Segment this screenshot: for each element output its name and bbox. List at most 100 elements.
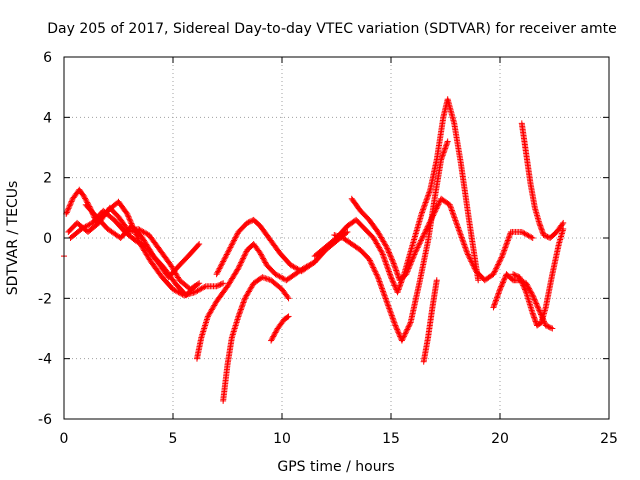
data-point [218, 280, 225, 287]
data-point [229, 240, 236, 247]
data-point [393, 325, 400, 332]
data-point [405, 265, 412, 272]
data-point [389, 278, 396, 285]
data-point [451, 214, 458, 221]
data-point [213, 283, 220, 290]
data-point [410, 254, 417, 261]
data-point [422, 229, 429, 236]
data-point [495, 290, 502, 297]
data-point [225, 248, 232, 255]
data-point [82, 195, 89, 202]
data-point [418, 236, 425, 243]
data-point [519, 281, 526, 288]
data-point [534, 303, 541, 310]
data-point [220, 258, 227, 265]
data-point [367, 258, 374, 265]
data-point [366, 256, 373, 263]
data-point [383, 244, 390, 251]
data-point [423, 226, 430, 233]
data-point [535, 306, 542, 313]
data-point [398, 337, 405, 344]
data-point [231, 237, 238, 244]
data-point [517, 275, 524, 282]
data-point [260, 255, 267, 262]
data-point [220, 280, 227, 287]
data-point [391, 321, 398, 328]
data-point [127, 217, 134, 224]
data-point [438, 155, 445, 162]
data-point [470, 262, 477, 269]
data-point [384, 245, 391, 252]
data-point [514, 273, 521, 280]
data-point [444, 139, 451, 146]
data-point [374, 274, 381, 281]
data-point [516, 274, 523, 281]
data-point [380, 254, 387, 261]
series-arc-10 [331, 139, 451, 344]
data-point [384, 301, 391, 308]
data-point [424, 225, 431, 232]
data-point [257, 251, 264, 258]
data-point [262, 259, 269, 266]
data-point [236, 263, 243, 270]
data-point [338, 234, 345, 241]
data-point [422, 227, 429, 234]
data-point [382, 294, 389, 301]
data-point [415, 243, 422, 250]
data-point [395, 329, 402, 336]
data-point [384, 264, 391, 271]
data-point [237, 306, 244, 313]
data-point [428, 215, 435, 222]
data-point [413, 247, 420, 254]
data-point [468, 258, 475, 265]
data-point [395, 287, 402, 294]
data-point [494, 262, 501, 269]
data-point [81, 194, 88, 201]
data-point [493, 265, 500, 272]
data-point [392, 322, 399, 329]
data-point [506, 231, 513, 238]
data-point [495, 261, 502, 268]
data-point [217, 281, 224, 288]
data-point [502, 243, 509, 250]
data-point [67, 201, 74, 208]
data-point [400, 334, 407, 341]
data-point [520, 282, 527, 289]
data-point [497, 286, 503, 293]
data-point [420, 205, 427, 212]
data-point [411, 251, 418, 258]
data-point [436, 199, 443, 206]
data-point [391, 319, 398, 326]
data-point [201, 284, 208, 291]
data-point [259, 274, 266, 281]
data-point [220, 257, 227, 264]
data-point [383, 261, 390, 268]
data-point [386, 250, 393, 257]
data-point [404, 268, 411, 275]
plot-frame [63, 56, 610, 420]
data-point [332, 232, 339, 239]
y-tick-label: 4 [43, 110, 52, 126]
data-point [441, 146, 448, 153]
data-point [491, 268, 498, 275]
data-point [385, 302, 392, 309]
data-point [239, 302, 246, 309]
data-point [533, 300, 540, 307]
data-point [395, 273, 402, 280]
data-point [433, 277, 440, 284]
data-point [385, 248, 392, 255]
data-point [430, 212, 437, 219]
data-point [383, 262, 390, 269]
data-point [421, 202, 428, 209]
data-point [385, 268, 392, 275]
data-point [451, 216, 458, 223]
data-point [469, 261, 476, 268]
data-point [506, 233, 513, 240]
data-point [382, 295, 389, 302]
data-point [391, 282, 398, 289]
data-point [262, 275, 269, 282]
data-point [216, 265, 223, 272]
data-point [432, 208, 439, 215]
data-point [422, 200, 429, 207]
data-point [505, 236, 512, 243]
